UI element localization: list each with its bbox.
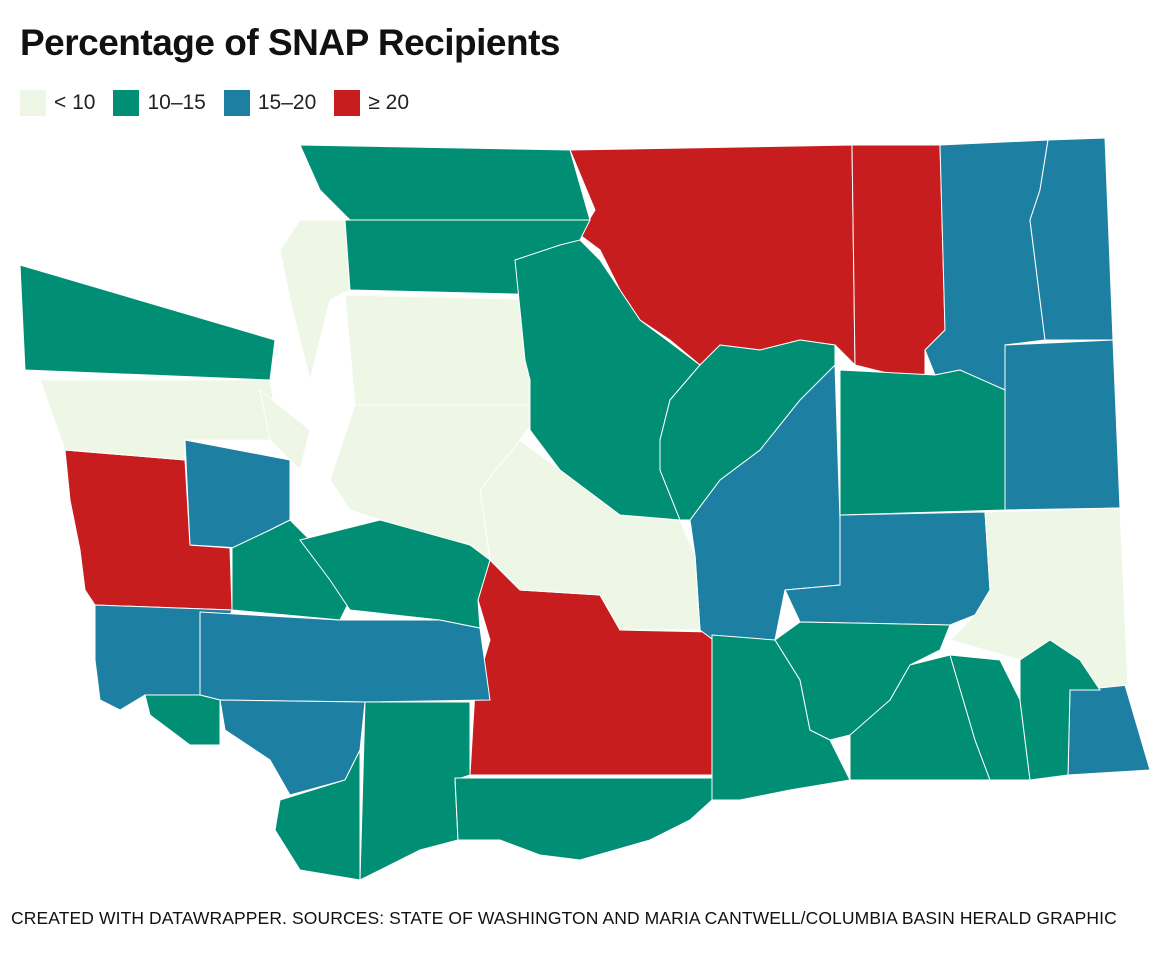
- county-garfield: [1019, 639, 1101, 781]
- county-jefferson: [39, 379, 281, 461]
- legend-label: 15–20: [257, 91, 317, 114]
- county-clallam: [19, 264, 276, 381]
- legend-swatch: [334, 90, 361, 116]
- legend-item-10-15: 10–15: [113, 90, 206, 116]
- legend: < 10 10–15 15–20 ≥ 20: [20, 90, 409, 116]
- legend-swatch: [20, 90, 46, 116]
- county-lewis: [199, 611, 491, 703]
- legend-label: < 10: [54, 91, 96, 114]
- legend-item-20-plus: ≥ 20: [334, 90, 409, 116]
- county-pend-oreille: [1029, 137, 1114, 341]
- legend-swatch: [223, 90, 250, 116]
- county-asotin: [1067, 684, 1151, 776]
- legend-item-15-20: 15–20: [223, 90, 317, 116]
- county-wahkiakum: [144, 694, 221, 746]
- chart-title: Percentage of SNAP Recipients: [20, 22, 561, 63]
- source-credit: CREATED WITH DATAWRAPPER. SOURCES: STATE…: [11, 908, 1117, 928]
- county-whatcom: [299, 144, 591, 221]
- washington-county-map: [19, 137, 1151, 881]
- county-skamania: [359, 701, 471, 881]
- county-lincoln: [839, 369, 1006, 516]
- county-island-san-juan: [279, 219, 351, 381]
- legend-label: 10–15: [147, 91, 206, 114]
- county-kitsap: [259, 388, 311, 471]
- legend-label: ≥ 20: [368, 91, 409, 114]
- legend-swatch: [113, 90, 140, 116]
- legend-item-under-10: < 10: [20, 90, 95, 116]
- county-cowlitz: [219, 699, 366, 796]
- county-pierce: [299, 519, 491, 629]
- county-spokane: [1004, 339, 1121, 511]
- county-klickitat: [454, 777, 713, 861]
- county-douglas: [659, 339, 836, 521]
